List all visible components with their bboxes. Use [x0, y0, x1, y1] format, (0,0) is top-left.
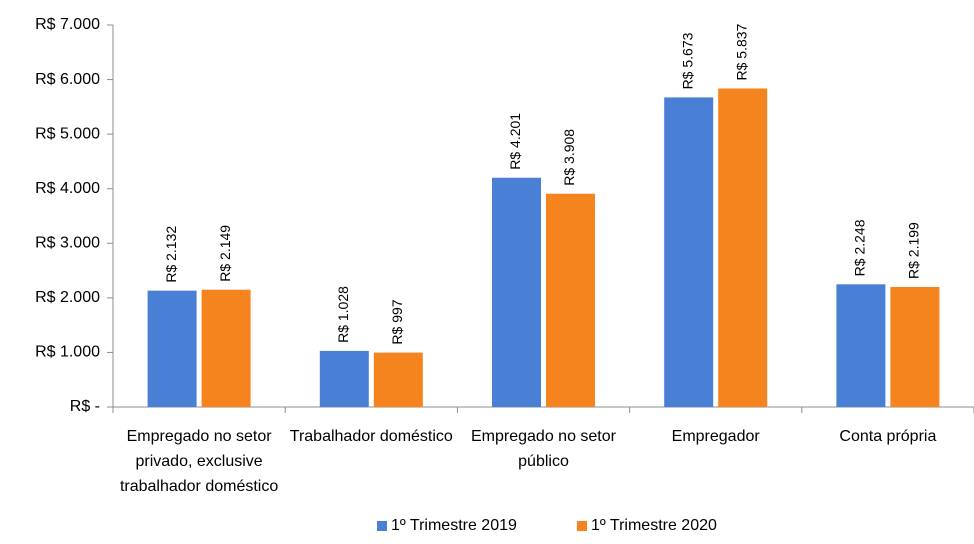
value-label: R$ 1.028 [335, 286, 351, 343]
bar [664, 97, 714, 407]
bar [492, 177, 541, 407]
bar [319, 350, 369, 407]
x-tick-label: Empregado no setor público [471, 428, 616, 470]
legend-swatch [577, 521, 587, 531]
value-label: R$ 2.149 [217, 225, 233, 282]
x-tick-label: Empregado no setor privado, exclusive tr… [119, 428, 279, 495]
bar [373, 352, 423, 407]
bar [718, 88, 768, 408]
value-label: R$ 2.199 [906, 222, 922, 279]
y-tick-label: R$ 1.000 [35, 344, 100, 361]
value-label: R$ 4.201 [507, 113, 523, 170]
bar [836, 284, 886, 407]
value-label: R$ 5.837 [733, 23, 749, 80]
value-label: R$ 5.673 [679, 32, 695, 89]
y-tick-label: R$ - [70, 398, 100, 415]
y-tick-label: R$ 4.000 [35, 180, 100, 197]
value-label: R$ 2.248 [852, 219, 868, 276]
value-label: R$ 997 [389, 299, 405, 344]
bar [546, 193, 595, 407]
legend-label: 1º Trimestre 2019 [391, 517, 517, 534]
value-label: R$ 3.908 [561, 129, 577, 186]
x-tick-label: Empregador [671, 428, 760, 445]
bar [890, 286, 940, 407]
bar [201, 289, 251, 407]
y-tick-label: R$ 6.000 [35, 71, 100, 88]
y-tick-label: R$ 3.000 [35, 235, 100, 252]
y-tick-label: R$ 2.000 [35, 289, 100, 306]
legend-label: 1º Trimestre 2020 [591, 517, 717, 534]
y-tick-label: R$ 5.000 [35, 125, 100, 142]
value-label: R$ 2.132 [163, 226, 179, 283]
y-tick-label: R$ 7.000 [35, 16, 100, 33]
x-tick-label: Conta própria [839, 428, 937, 445]
x-tick-label: Trabalhador doméstico [289, 428, 453, 445]
legend-swatch [377, 521, 387, 531]
bar [147, 290, 197, 407]
